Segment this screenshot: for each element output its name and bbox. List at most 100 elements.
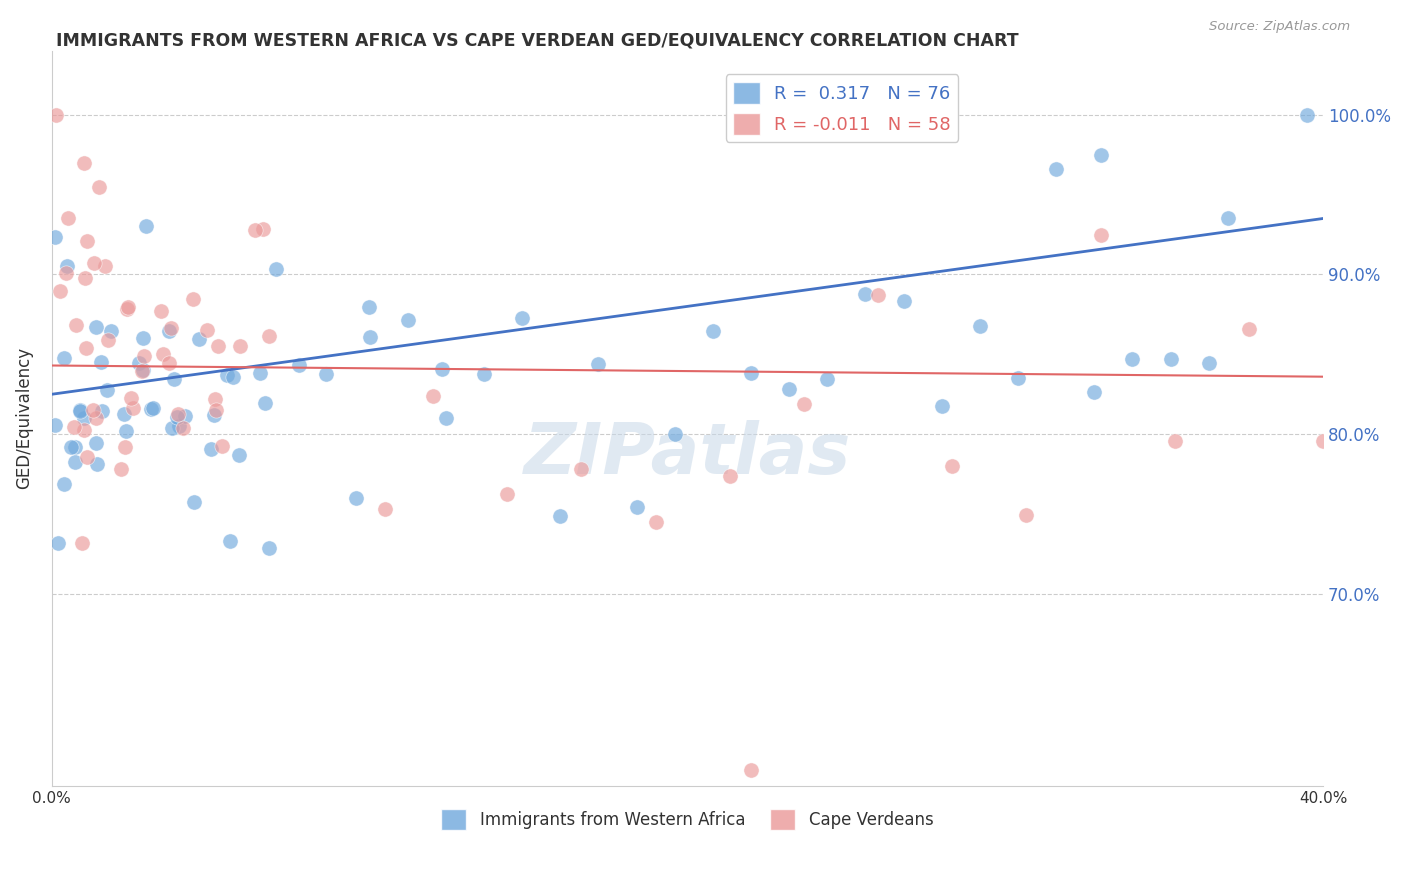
Point	[740, 763, 762, 777]
Point	[259, 541, 281, 556]
Point	[211, 440, 233, 454]
Point	[550, 508, 572, 523]
Point	[778, 382, 800, 396]
Point	[65, 318, 87, 333]
Point	[1045, 161, 1067, 176]
Point	[664, 427, 686, 442]
Point	[1296, 107, 1319, 121]
Point	[174, 409, 197, 424]
Point	[56, 211, 79, 226]
Point	[142, 401, 165, 415]
Point	[132, 363, 155, 377]
Point	[84, 436, 107, 450]
Point	[245, 223, 267, 237]
Point	[89, 179, 111, 194]
Point	[90, 355, 112, 369]
Point	[288, 358, 311, 372]
Point	[740, 366, 762, 380]
Point	[60, 440, 83, 454]
Point	[359, 330, 381, 344]
Point	[56, 259, 79, 273]
Point	[69, 404, 91, 418]
Point	[187, 332, 209, 346]
Point	[65, 440, 87, 454]
Point	[69, 402, 91, 417]
Point	[114, 440, 136, 454]
Point	[181, 292, 204, 306]
Point	[150, 304, 173, 318]
Point	[472, 367, 495, 381]
Point	[571, 461, 593, 475]
Point	[1121, 352, 1143, 367]
Point	[207, 339, 229, 353]
Point	[855, 286, 877, 301]
Point	[76, 234, 98, 248]
Point	[815, 371, 838, 385]
Point	[217, 368, 239, 383]
Point	[157, 356, 180, 370]
Point	[115, 424, 138, 438]
Point	[496, 487, 519, 501]
Point	[110, 462, 132, 476]
Point	[229, 339, 252, 353]
Point	[434, 410, 457, 425]
Point	[83, 255, 105, 269]
Point	[1216, 211, 1239, 226]
Text: Source: ZipAtlas.com: Source: ZipAtlas.com	[1209, 20, 1350, 33]
Point	[422, 389, 444, 403]
Point	[46, 536, 69, 550]
Point	[264, 262, 287, 277]
Point	[510, 311, 533, 326]
Point	[1090, 227, 1112, 242]
Point	[249, 366, 271, 380]
Point	[1083, 385, 1105, 400]
Point	[718, 469, 741, 483]
Point	[344, 491, 367, 505]
Point	[141, 401, 163, 416]
Point	[131, 364, 153, 378]
Point	[359, 300, 381, 314]
Point	[75, 342, 97, 356]
Point	[62, 420, 84, 434]
Point	[45, 107, 67, 121]
Point	[167, 407, 190, 421]
Point	[200, 442, 222, 457]
Point	[48, 285, 70, 299]
Point	[183, 495, 205, 509]
Point	[941, 459, 963, 474]
Point	[373, 502, 395, 516]
Point	[82, 402, 104, 417]
Point	[222, 369, 245, 384]
Point	[44, 230, 66, 244]
Point	[52, 351, 75, 365]
Point	[166, 410, 188, 425]
Point	[73, 423, 96, 437]
Point	[44, 417, 66, 432]
Point	[1160, 352, 1182, 367]
Point	[163, 371, 186, 385]
Point	[252, 222, 274, 236]
Point	[115, 302, 138, 317]
Text: ZIPatlas: ZIPatlas	[524, 420, 851, 490]
Point	[893, 294, 915, 309]
Point	[120, 391, 142, 405]
Point	[315, 367, 337, 381]
Point	[1015, 508, 1038, 522]
Point	[84, 410, 107, 425]
Point	[1237, 322, 1260, 336]
Point	[1090, 147, 1112, 161]
Point	[72, 155, 94, 169]
Point	[90, 404, 112, 418]
Point	[702, 324, 724, 338]
Point	[396, 312, 419, 326]
Point	[100, 324, 122, 338]
Point	[132, 331, 155, 345]
Point	[1007, 371, 1029, 385]
Point	[96, 384, 118, 398]
Point	[162, 420, 184, 434]
Point	[253, 396, 276, 410]
Point	[128, 356, 150, 370]
Point	[73, 271, 96, 285]
Point	[86, 320, 108, 334]
Point	[70, 536, 93, 550]
